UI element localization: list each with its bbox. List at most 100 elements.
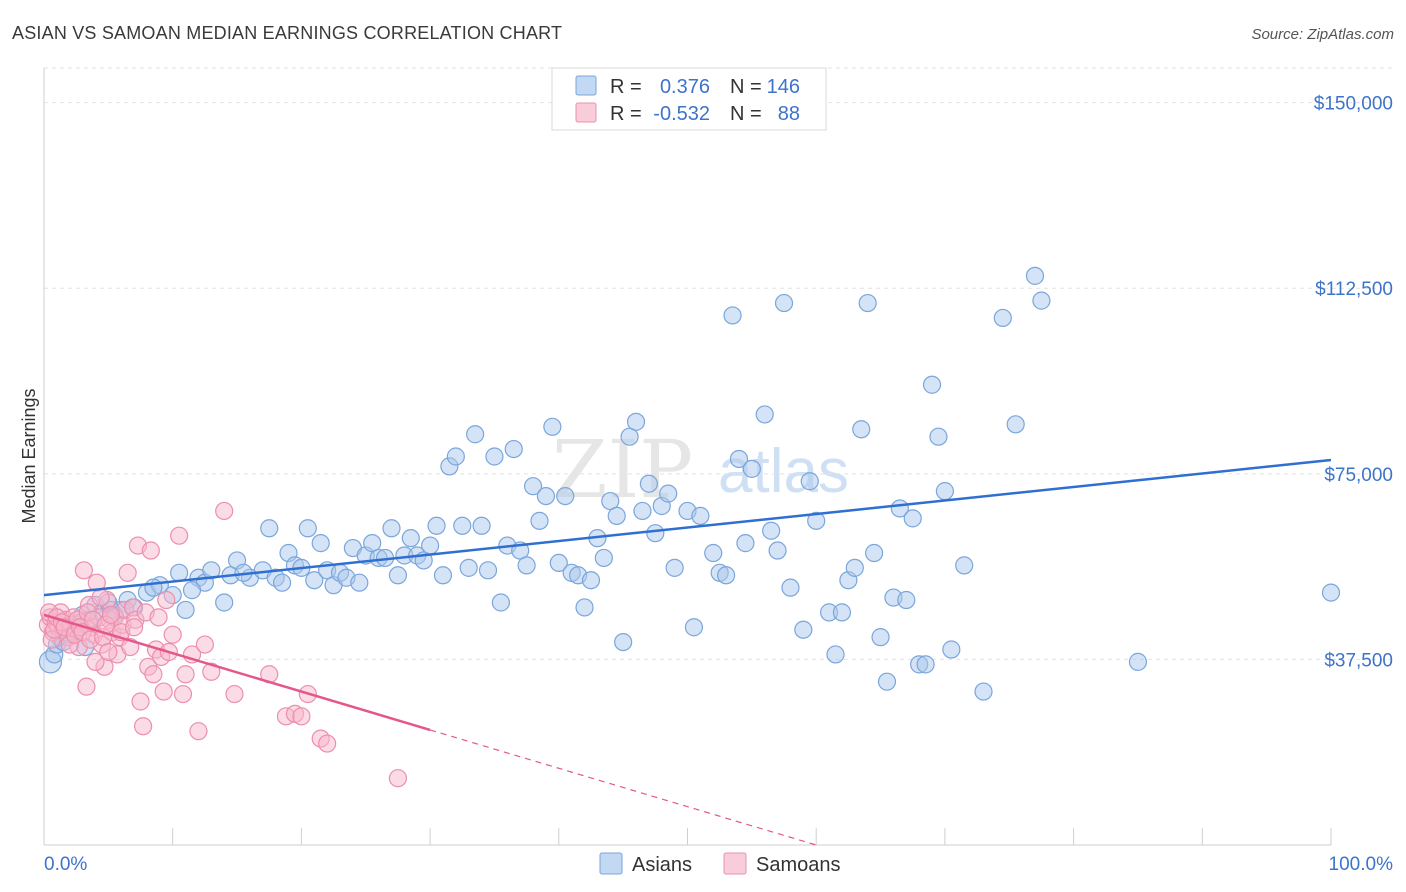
asian-point-113 [826,645,845,664]
legend-label-asians[interactable]: Asians [632,854,692,876]
samoan-point-37 [133,717,153,736]
asian-point-101 [729,449,749,469]
asian-point-111 [807,511,826,530]
samoan-point-65 [388,769,408,788]
asian-point-74 [543,417,562,436]
asian-point-97 [704,543,723,563]
asian-point-30 [260,519,279,538]
asian-point-64 [478,561,498,580]
stats-swatch-samoans [575,102,597,123]
asian-point-36 [298,519,317,538]
asian-point-65 [485,447,504,466]
asian-point-89 [639,474,658,493]
stats-r-label-samoans: R = [610,103,642,125]
y-tick-label-0: $37,500 [1324,650,1393,671]
asian-point-104 [755,405,774,424]
asian-point-100 [723,306,742,325]
asian-point-131 [942,640,961,659]
asian-point-82 [594,548,613,568]
asian-point-119 [865,543,884,563]
asian-point-24 [202,561,221,580]
asian-point-109 [794,620,813,639]
samoan-point-61 [292,707,311,726]
asian-point-37 [305,571,324,590]
series-legend: Asians Samoans [599,852,841,876]
asian-point-108 [781,578,800,597]
samoan-point-57 [225,684,244,704]
samoan-point-41 [144,665,163,684]
asian-point-49 [382,519,401,538]
asian-point-136 [1025,266,1045,285]
asian-point-118 [858,293,877,313]
legend-swatch-samoans[interactable] [723,852,747,875]
legend-swatch-asians[interactable] [599,852,623,875]
samoan-point-46 [157,590,176,610]
asian-point-50 [388,566,408,585]
samoan-point-15 [77,677,96,696]
samoan-trend-line-extension [429,729,817,846]
stats-swatch-asians [575,75,597,96]
samoan-point-56 [215,501,234,521]
asian-point-60 [453,516,472,535]
samoan-point-14 [74,561,93,580]
y-tick-labels: $37,500 $75,000 $112,500 $150,000 [1314,94,1393,672]
asian-point-44 [350,573,369,592]
asian-point-137 [1032,291,1051,310]
x-tick-label-min: 0.0% [44,854,87,875]
stats-n-value-asians: 146 [767,76,800,98]
asian-point-32 [272,573,292,592]
asian-point-62 [466,425,485,444]
legend-label-samoans[interactable]: Samoans [756,854,841,876]
samoan-point-81 [91,588,110,607]
samoan-point-49 [170,526,189,545]
stats-legend: R = 0.376 N = 146 R = -0.532 N = 88 [551,67,827,131]
asian-point-127 [916,655,935,674]
asian-point-52 [401,529,420,548]
watermark-atlas: atlas [718,437,849,506]
y-axis-label: Median Earnings [19,388,39,523]
samoan-point-31 [118,563,137,582]
asian-point-90 [646,524,665,543]
samoan-point-54 [195,635,214,654]
asian-point-88 [633,501,652,521]
stats-r-label-asians: R = [610,76,642,98]
stats-n-label-samoans: N = [730,103,762,125]
samoan-point-53 [189,722,208,741]
asian-point-85 [614,632,633,652]
asian-point-63 [472,516,491,535]
asian-point-143 [144,578,163,597]
asian-point-93 [665,558,684,577]
asian-point-114 [832,603,852,622]
asian-point-117 [852,420,871,439]
samoan-point-64 [318,734,337,753]
samoan-point-85 [101,605,121,624]
asian-point-72 [530,511,549,530]
samoan-point-87 [124,618,144,637]
samoan-point-48 [163,625,182,644]
asian-point-87 [626,412,646,431]
trend-lines [43,458,1332,846]
asian-point-139 [1321,583,1341,602]
asian-point-138 [1128,652,1148,671]
asian-point-120 [871,628,890,647]
asian-point-76 [556,486,575,506]
asian-point-144 [182,581,202,600]
asian-point-66 [491,593,510,612]
asian-point-132 [955,556,974,575]
asian-point-38 [311,534,330,553]
asian-point-106 [768,541,787,560]
asian-point-96 [691,506,710,525]
samoan-trend-line [43,613,431,732]
asian-trend-line [43,458,1332,597]
samoan-point-45 [154,682,173,701]
x-tick-label-max: 100.0% [1329,854,1394,875]
asian-point-20 [170,563,189,582]
asian-point-107 [774,293,794,313]
stats-n-value-samoans: 88 [778,103,800,125]
asian-point-128 [922,375,942,394]
asian-point-125 [903,509,922,528]
asian-point-59 [446,447,465,466]
asian-point-102 [736,534,755,553]
asian-point-99 [717,566,736,585]
asian-point-55 [421,536,440,555]
